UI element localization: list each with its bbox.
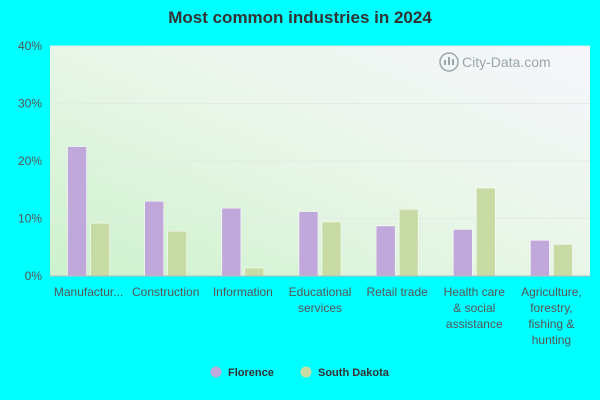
legend-item: Florence: [210, 366, 274, 379]
watermark-text: City-Data.com: [462, 54, 551, 70]
bar-florence[interactable]: [298, 211, 319, 277]
bar-florence[interactable]: [453, 229, 473, 277]
y-tick-label: 30%: [18, 97, 42, 111]
bar-south-dakota[interactable]: [244, 267, 265, 277]
x-category-label: Retail trade: [366, 285, 428, 299]
bar-south-dakota[interactable]: [90, 222, 110, 277]
x-category-label: fishing &: [528, 317, 574, 331]
bar-florence[interactable]: [221, 207, 242, 277]
watermark: City-Data.com: [439, 52, 551, 72]
bar-florence[interactable]: [144, 201, 164, 277]
y-tick-label: 40%: [18, 39, 42, 53]
x-category-label: Manufactur...: [54, 285, 123, 299]
x-category-label: forestry,: [530, 301, 572, 315]
x-category-label: Health care: [444, 285, 506, 299]
watermark-logo-icon: [439, 52, 459, 72]
bar-florence[interactable]: [375, 225, 396, 277]
legend-swatch: [300, 366, 312, 378]
chart-title: Most common industries in 2024: [168, 8, 432, 27]
legend-label: Florence: [228, 367, 274, 379]
x-category-label: services: [298, 301, 342, 315]
bar-south-dakota[interactable]: [398, 209, 419, 277]
bar-florence[interactable]: [530, 240, 550, 277]
bar-south-dakota[interactable]: [476, 187, 496, 277]
legend-label: South Dakota: [318, 367, 390, 379]
x-category-label: Information: [213, 285, 273, 299]
x-category-label: Educational: [289, 285, 352, 299]
bar-florence[interactable]: [67, 146, 87, 277]
x-category-label: hunting: [532, 333, 571, 347]
y-tick-label: 20%: [18, 154, 42, 168]
y-tick-label: 0%: [25, 269, 43, 283]
x-category-label: Agriculture,: [521, 285, 582, 299]
x-category-label: Construction: [132, 285, 199, 299]
y-tick-label: 10%: [18, 212, 42, 226]
x-category-label: assistance: [446, 317, 503, 331]
bar-south-dakota[interactable]: [321, 221, 342, 277]
legend-item: South Dakota: [300, 366, 390, 379]
x-category-label: & social: [453, 301, 495, 315]
bar-south-dakota[interactable]: [553, 244, 573, 277]
legend-swatch: [210, 366, 222, 378]
bar-south-dakota[interactable]: [167, 230, 187, 277]
